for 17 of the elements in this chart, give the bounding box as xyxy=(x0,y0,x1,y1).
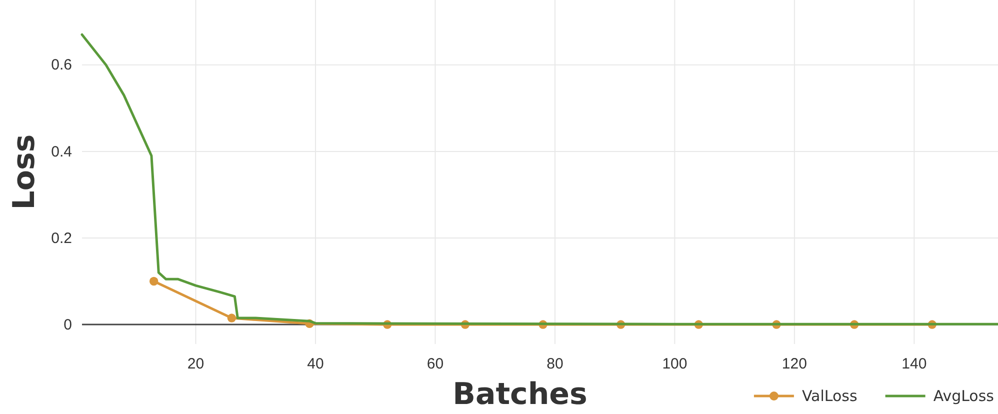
x-tick-label: 80 xyxy=(546,356,564,373)
y-tick-label: 0.4 xyxy=(51,143,72,160)
y-axis-title: Loss xyxy=(7,134,42,210)
legend-label: ValLoss xyxy=(802,387,858,405)
y-tick-label: 0.2 xyxy=(51,230,72,247)
x-axis-title: Batches xyxy=(452,377,588,412)
point xyxy=(227,314,236,322)
x-tick-label: 100 xyxy=(662,356,688,373)
y-tick-label: 0 xyxy=(64,316,72,334)
x-tick-label: 20 xyxy=(187,356,204,373)
x-tick-label: 140 xyxy=(902,356,927,373)
x-tick-label: 40 xyxy=(307,356,324,373)
point xyxy=(149,276,158,286)
x-tick-label: 60 xyxy=(426,356,444,373)
x-tick-label: 120 xyxy=(782,356,807,373)
y-tick-label: 0.6 xyxy=(51,56,72,74)
legend-label: AvgLoss xyxy=(933,387,994,405)
